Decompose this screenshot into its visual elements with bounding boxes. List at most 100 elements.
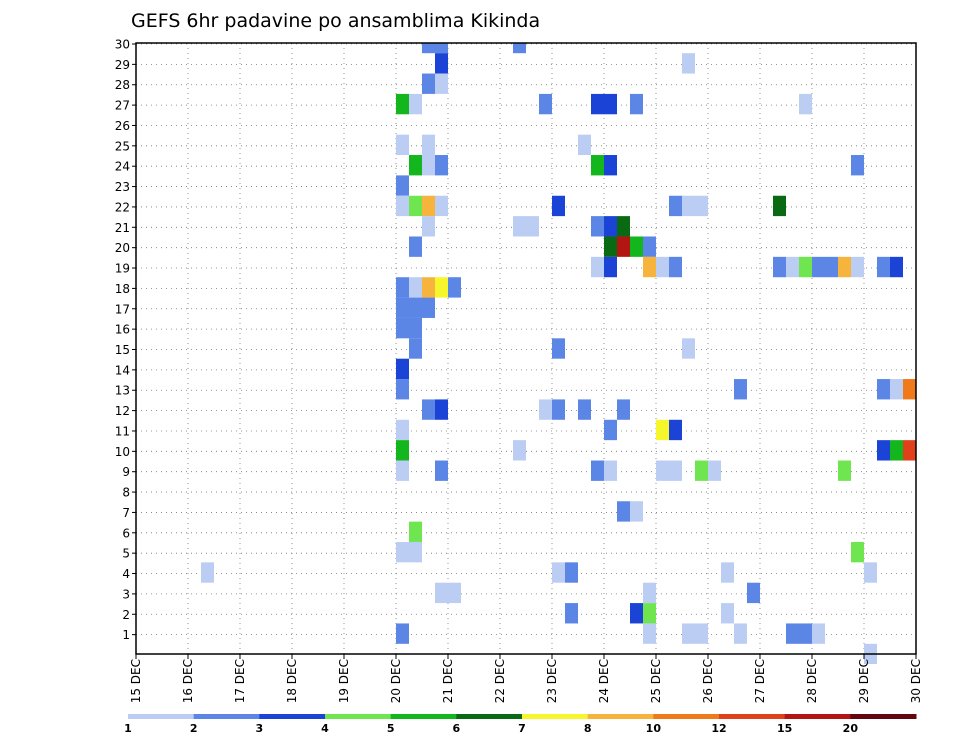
heatmap-cell xyxy=(825,256,838,278)
heatmap-cell xyxy=(552,562,565,583)
y-tick-label: 27 xyxy=(115,99,130,113)
x-tick-label: 21 DEC xyxy=(441,659,455,703)
heatmap-cell xyxy=(682,338,695,359)
heatmap-cell xyxy=(565,562,578,583)
x-tick-label: 17 DEC xyxy=(233,659,247,703)
heatmap-cell xyxy=(591,256,604,278)
heatmap-cell xyxy=(617,399,630,420)
colorbar-swatch xyxy=(587,714,654,719)
heatmap-cell xyxy=(422,297,435,318)
y-tick-label: 14 xyxy=(115,363,130,377)
x-tick-label: 16 DEC xyxy=(181,659,195,703)
y-tick-label: 24 xyxy=(115,160,130,174)
heatmap-cell xyxy=(890,256,903,278)
heatmap-cell xyxy=(799,93,812,115)
heatmap-cell xyxy=(604,216,617,237)
heatmap-cell xyxy=(396,541,409,563)
heatmap-cell xyxy=(435,399,448,420)
heatmap-cell xyxy=(630,603,643,624)
heatmap-cell xyxy=(422,216,435,237)
heatmap-cell xyxy=(721,603,734,624)
heatmap-cell xyxy=(396,623,409,644)
x-tick-label: 20 DEC xyxy=(389,659,403,703)
y-tick-label: 7 xyxy=(122,506,130,520)
colorbar-legend: 1 2 3 4 5 6 7 8 10 12 15 20 xyxy=(124,714,917,735)
heatmap-cell xyxy=(591,93,604,115)
heatmap-cell xyxy=(786,623,799,644)
x-tick-label: 19 DEC xyxy=(337,659,351,703)
heatmap-cell xyxy=(682,623,695,644)
heatmap-cell xyxy=(409,195,422,217)
heatmap-cell xyxy=(695,195,708,217)
heatmap-cell xyxy=(435,155,448,176)
heatmap-cell xyxy=(435,277,448,298)
heatmap-cell xyxy=(877,379,890,400)
heatmap-cell xyxy=(409,155,422,176)
heatmap-cell xyxy=(396,93,409,115)
heatmap-cell xyxy=(643,603,656,624)
heatmap-cell xyxy=(422,195,435,217)
heatmap-cell xyxy=(396,358,409,380)
colorbar-swatch xyxy=(850,714,917,719)
heatmap-cell xyxy=(877,256,890,278)
x-tick-label: 24 DEC xyxy=(597,659,611,703)
heatmap-cell xyxy=(591,216,604,237)
heatmap-cell xyxy=(851,541,864,563)
heatmap-cell xyxy=(695,623,708,644)
colorbar-label: 8 xyxy=(584,722,592,735)
y-tick-label: 9 xyxy=(122,465,130,479)
colorbar-label: 1 xyxy=(124,722,132,735)
colorbar-label: 6 xyxy=(453,722,461,735)
colorbar-swatch xyxy=(325,714,392,719)
heatmap-cell xyxy=(422,73,435,94)
colorbar-label: 2 xyxy=(190,722,198,735)
heatmap-cell xyxy=(656,460,669,481)
heatmap-cell xyxy=(513,216,526,237)
heatmap-cell xyxy=(435,43,448,54)
heatmap-cell xyxy=(812,623,825,644)
colorbar-label: 7 xyxy=(518,722,526,735)
heatmap-cell xyxy=(409,521,422,542)
heatmap-cell xyxy=(669,195,682,217)
x-axis: 15 DEC 16 DEC 17 DEC 18 DEC 19 DEC 20 DEC 21 D… xyxy=(129,654,923,703)
y-axis: 1234567891011121314151617181920212223242… xyxy=(115,38,136,642)
colorbar-swatch xyxy=(522,714,589,719)
heatmap-cell xyxy=(643,582,656,604)
heatmap-cell xyxy=(903,379,916,400)
heatmap-cell xyxy=(734,623,747,644)
heatmap-cell xyxy=(604,256,617,278)
y-tick-label: 10 xyxy=(115,445,130,459)
heatmap-cell xyxy=(812,256,825,278)
heatmap-cell xyxy=(656,419,669,441)
x-tick-label: 26 DEC xyxy=(701,659,715,703)
heatmap-cell xyxy=(409,93,422,115)
x-tick-label: 15 DEC xyxy=(129,659,143,703)
heatmap-cell xyxy=(396,419,409,441)
heatmap-cell xyxy=(552,399,565,420)
colorbar-swatch xyxy=(719,714,786,719)
y-tick-label: 13 xyxy=(115,384,130,398)
heatmap-cell xyxy=(409,541,422,563)
colorbar-swatch xyxy=(653,714,720,719)
heatmap-cell xyxy=(669,256,682,278)
heatmap-cell xyxy=(422,43,435,54)
y-tick-label: 8 xyxy=(122,486,130,500)
heatmap-cell xyxy=(643,256,656,278)
y-tick-label: 3 xyxy=(122,587,130,601)
y-tick-label: 11 xyxy=(115,424,130,438)
y-tick-label: 21 xyxy=(115,221,130,235)
heatmap-cell xyxy=(799,623,812,644)
heatmap-cell xyxy=(773,195,786,217)
heatmap-cell xyxy=(890,440,903,461)
heatmap-cell xyxy=(552,195,565,217)
heatmap-cell xyxy=(396,195,409,217)
y-tick-label: 26 xyxy=(115,119,130,133)
heatmap-cell xyxy=(773,256,786,278)
heatmap-cell xyxy=(630,236,643,257)
y-tick-label: 15 xyxy=(115,343,130,357)
y-tick-label: 25 xyxy=(115,139,130,153)
heatmap-cell xyxy=(877,440,890,461)
x-tick-label: 28 DEC xyxy=(805,659,819,703)
heatmap-cell xyxy=(539,93,552,115)
